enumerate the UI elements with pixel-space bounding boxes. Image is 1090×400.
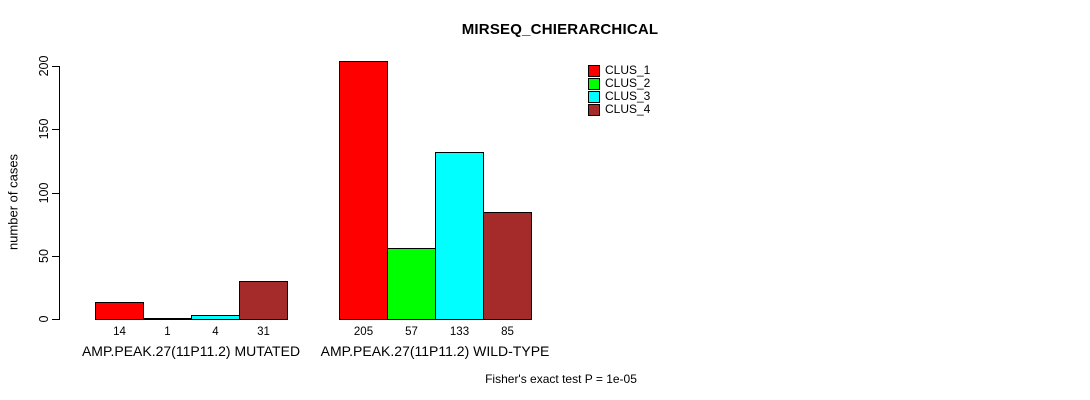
legend-item-clus_4: CLUS_4 (588, 103, 650, 116)
bar-clus_4-group2 (483, 212, 532, 320)
chart-title: MIRSEQ_CHIERARCHICAL (461, 21, 659, 38)
y-axis-title: number of cases (5, 153, 21, 251)
bar-value-label: 14 (113, 326, 126, 338)
y-axis-tick-label: 150 (37, 118, 51, 140)
legend-color-swatch (588, 90, 600, 103)
bar-value-label: 4 (212, 326, 219, 338)
y-axis-tick (52, 129, 59, 130)
group-label-wild-type: AMP.PEAK.27(11P11.2) WILD-TYPE (320, 343, 550, 359)
bar-value-label: 1 (164, 326, 171, 338)
legend-item-label: CLUS_1 (605, 63, 651, 77)
y-axis-tick-label: 200 (37, 55, 51, 77)
y-axis-tick-label: 100 (37, 182, 51, 204)
group-label-mutated: AMP.PEAK.27(11P11.2) MUTATED (81, 343, 301, 359)
bar-clus_1-group2 (339, 61, 388, 320)
legend-color-swatch (588, 77, 600, 90)
legend-item-clus_3: CLUS_3 (588, 90, 650, 103)
bar-clus_3-group2 (435, 152, 484, 320)
legend: CLUS_1 CLUS_2 CLUS_3 CLUS_4 (588, 64, 650, 116)
bar-value-label: 205 (353, 326, 374, 338)
legend-item-label: CLUS_4 (605, 102, 651, 116)
legend-color-swatch (588, 103, 600, 116)
y-axis-line (59, 66, 60, 320)
y-axis-tick (52, 193, 59, 194)
y-axis-tick-label: 50 (37, 249, 51, 263)
y-axis-tick (52, 66, 59, 67)
y-axis-tick (52, 256, 59, 257)
bar-clus_4-group1 (239, 281, 288, 320)
fisher-exact-test-note: Fisher's exact test P = 1e-05 (485, 372, 637, 386)
bar-value-label: 133 (449, 326, 470, 338)
bar-value-label: 85 (501, 326, 514, 338)
bar-clus_3-group1 (191, 315, 240, 320)
legend-item-clus_1: CLUS_1 (588, 64, 650, 77)
legend-item-label: CLUS_2 (605, 76, 651, 90)
legend-color-swatch (588, 64, 600, 77)
legend-item-clus_2: CLUS_2 (588, 77, 650, 90)
bar-clus_2-group2 (387, 248, 436, 320)
bar-clus_1-group1 (95, 302, 144, 320)
bar-value-label: 57 (405, 326, 418, 338)
legend-item-label: CLUS_3 (605, 89, 651, 103)
y-axis-tick (52, 319, 59, 320)
bar-value-label: 31 (257, 326, 270, 338)
bar-clus_2-group1 (143, 318, 192, 320)
y-axis-tick-label: 0 (37, 315, 51, 323)
